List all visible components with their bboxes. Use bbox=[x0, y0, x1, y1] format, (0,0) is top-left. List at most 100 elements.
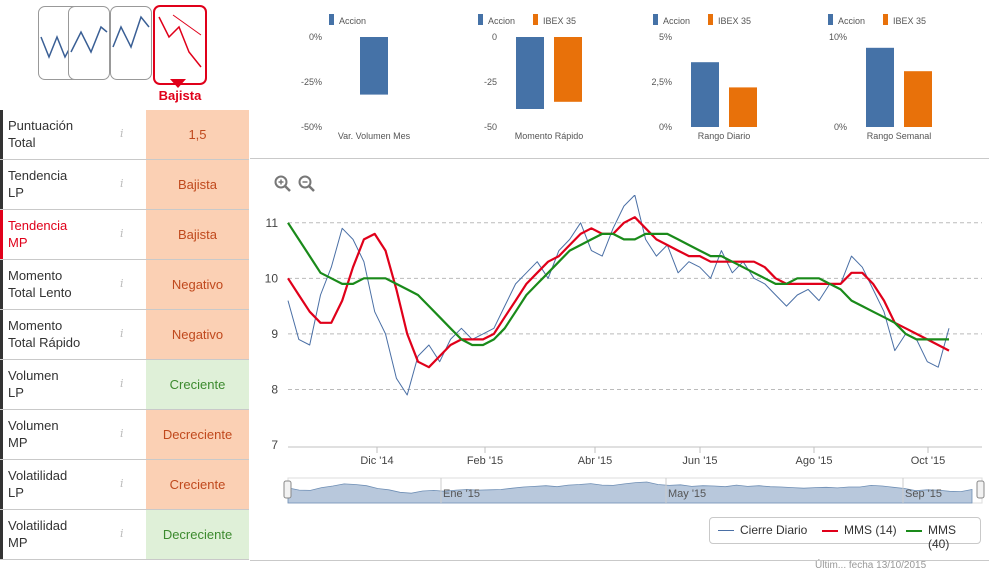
legend-swatch bbox=[478, 14, 483, 25]
legend-swatch bbox=[718, 530, 734, 531]
indicator-value: Bajista bbox=[146, 160, 249, 209]
main-price-chart: 11 10 9 8 7 Dic '14 Feb '15 Abr '15 Jun '15 Ago '… bbox=[265, 195, 985, 504]
trend-option-downtrend[interactable] bbox=[153, 5, 207, 85]
zoom-out-icon[interactable] bbox=[298, 175, 316, 193]
info-icon[interactable]: i bbox=[120, 277, 124, 290]
legend-swatch bbox=[828, 14, 833, 25]
indicator-value: Creciente bbox=[146, 460, 249, 509]
x-tick-label: Abr '15 bbox=[578, 455, 613, 467]
info-icon[interactable]: i bbox=[120, 427, 124, 440]
indicator-name-line1: Tendencia bbox=[8, 168, 68, 183]
indicator-row[interactable]: Volatilidad LP i Creciente bbox=[0, 460, 249, 510]
legend-label: Accion bbox=[838, 16, 865, 26]
indicator-name-line2: Total bbox=[8, 135, 36, 150]
indicator-value: Decreciente bbox=[146, 510, 249, 559]
legend-swatch bbox=[329, 14, 334, 25]
mms14-line bbox=[287, 216, 950, 369]
indicator-name: Volatilidad MP bbox=[0, 510, 110, 559]
legend-label: Accion bbox=[488, 16, 515, 26]
info-icon[interactable]: i bbox=[120, 227, 124, 240]
mini-chart: Accion IBEX 35 10% 0% Rango Semanal bbox=[828, 14, 932, 141]
x-tick-label: Feb '15 bbox=[467, 455, 503, 467]
x-tick-label: Oct '15 bbox=[911, 455, 946, 467]
navigator-label: May '15 bbox=[668, 488, 706, 500]
y-tick-label: 9 bbox=[271, 327, 278, 341]
legend-label: IBEX 35 bbox=[718, 16, 751, 26]
y-tick-label: 0 bbox=[492, 32, 497, 42]
indicator-name-line1: Volumen bbox=[8, 368, 59, 383]
indicator-row[interactable]: Momento Total Rápido i Negativo bbox=[0, 310, 249, 360]
info-icon[interactable]: i bbox=[120, 527, 124, 540]
navigator-handle-right[interactable] bbox=[976, 480, 985, 499]
bar bbox=[729, 87, 757, 127]
mini-chart: Accion IBEX 35 5% 2,5% 0% Rango Diario bbox=[651, 14, 757, 141]
x-tick-label: Dic '14 bbox=[360, 455, 393, 467]
indicator-name-line1: Volatilidad bbox=[8, 468, 68, 483]
indicator-name-line2: MP bbox=[8, 535, 28, 550]
info-icon[interactable]: i bbox=[120, 477, 124, 490]
indicator-name: Momento Total Rápido bbox=[0, 310, 110, 359]
y-tick-label: 10% bbox=[829, 32, 847, 42]
info-icon[interactable]: i bbox=[120, 377, 124, 390]
indicator-row[interactable]: Tendencia LP i Bajista bbox=[0, 160, 249, 210]
indicator-row[interactable]: Momento Total Lento i Negativo bbox=[0, 260, 249, 310]
info-icon[interactable]: i bbox=[120, 177, 124, 190]
indicator-value: Negativo bbox=[146, 260, 249, 309]
legend-swatch bbox=[906, 530, 922, 532]
indicator-row[interactable]: Volatilidad MP i Decreciente bbox=[0, 510, 249, 560]
zoom-in-icon[interactable] bbox=[274, 175, 292, 193]
trend-option-uptrend[interactable] bbox=[110, 6, 152, 80]
indicator-row[interactable]: Volumen MP i Decreciente bbox=[0, 410, 249, 460]
info-icon[interactable]: i bbox=[120, 127, 124, 140]
indicator-name-line2: MP bbox=[8, 435, 28, 450]
footer-divider bbox=[250, 560, 989, 561]
indicator-value: Bajista bbox=[146, 210, 249, 259]
bar bbox=[691, 62, 719, 128]
indicator-name-line1: Tendencia bbox=[8, 218, 68, 233]
indicator-value: Negativo bbox=[146, 310, 249, 359]
y-tick-label: -25 bbox=[484, 77, 497, 87]
navigator-label: Ene '15 bbox=[443, 488, 480, 500]
bar bbox=[516, 37, 544, 109]
downtrend-icon bbox=[158, 14, 202, 68]
indicator-row[interactable]: Tendencia MP i Bajista bbox=[0, 210, 249, 260]
legend-label[interactable]: MMS (40) bbox=[928, 523, 956, 551]
trend-option-zigzag[interactable] bbox=[68, 6, 110, 80]
x-tick-label: Ago '15 bbox=[796, 455, 833, 467]
indicator-name: Volumen LP bbox=[0, 360, 110, 409]
bar bbox=[360, 37, 388, 95]
indicator-name-line1: Momento bbox=[8, 318, 63, 333]
y-tick-label: -50 bbox=[484, 122, 497, 132]
uptrend-icon bbox=[112, 15, 150, 49]
y-tick-label: 7 bbox=[271, 438, 278, 452]
navigator-handle-left[interactable] bbox=[283, 480, 292, 499]
indicator-name: Tendencia LP bbox=[0, 160, 110, 209]
selected-pointer-icon bbox=[170, 79, 186, 88]
indicator-name-line2: LP bbox=[8, 185, 24, 200]
bar bbox=[554, 37, 582, 102]
legend-label[interactable]: Cierre Diario bbox=[740, 523, 808, 537]
indicator-name-line1: Puntuación bbox=[8, 118, 74, 133]
indicator-name-line2: LP bbox=[8, 485, 24, 500]
y-tick-label: -25% bbox=[301, 77, 322, 87]
indicator-name: Tendencia MP bbox=[0, 210, 110, 259]
mini-charts: Accion 0% -25% -50% Var. Volumen Mes Accion IB… bbox=[301, 14, 932, 141]
indicator-row[interactable]: Puntuación Total i 1,5 bbox=[0, 110, 249, 160]
indicator-value: Creciente bbox=[146, 360, 249, 409]
indicator-row[interactable]: Volumen LP i Creciente bbox=[0, 360, 249, 410]
mini-chart-title: Rango Diario bbox=[698, 131, 751, 141]
bar bbox=[866, 47, 894, 127]
indicator-name: Volatilidad LP bbox=[0, 460, 110, 509]
indicator-name-line1: Volumen bbox=[8, 418, 59, 433]
y-tick-label: 10 bbox=[265, 271, 279, 285]
legend-label: Accion bbox=[663, 16, 690, 26]
indicator-value: Decreciente bbox=[146, 410, 249, 459]
legend-swatch bbox=[822, 530, 838, 532]
legend-label[interactable]: MMS (14) bbox=[844, 523, 897, 537]
info-icon[interactable]: i bbox=[120, 327, 124, 340]
cierre-diario-line bbox=[287, 195, 950, 396]
divider bbox=[250, 158, 989, 159]
legend-label: IBEX 35 bbox=[893, 16, 926, 26]
indicator-name-line2: Total Lento bbox=[8, 285, 72, 300]
indicator-name-line1: Momento bbox=[8, 268, 63, 283]
